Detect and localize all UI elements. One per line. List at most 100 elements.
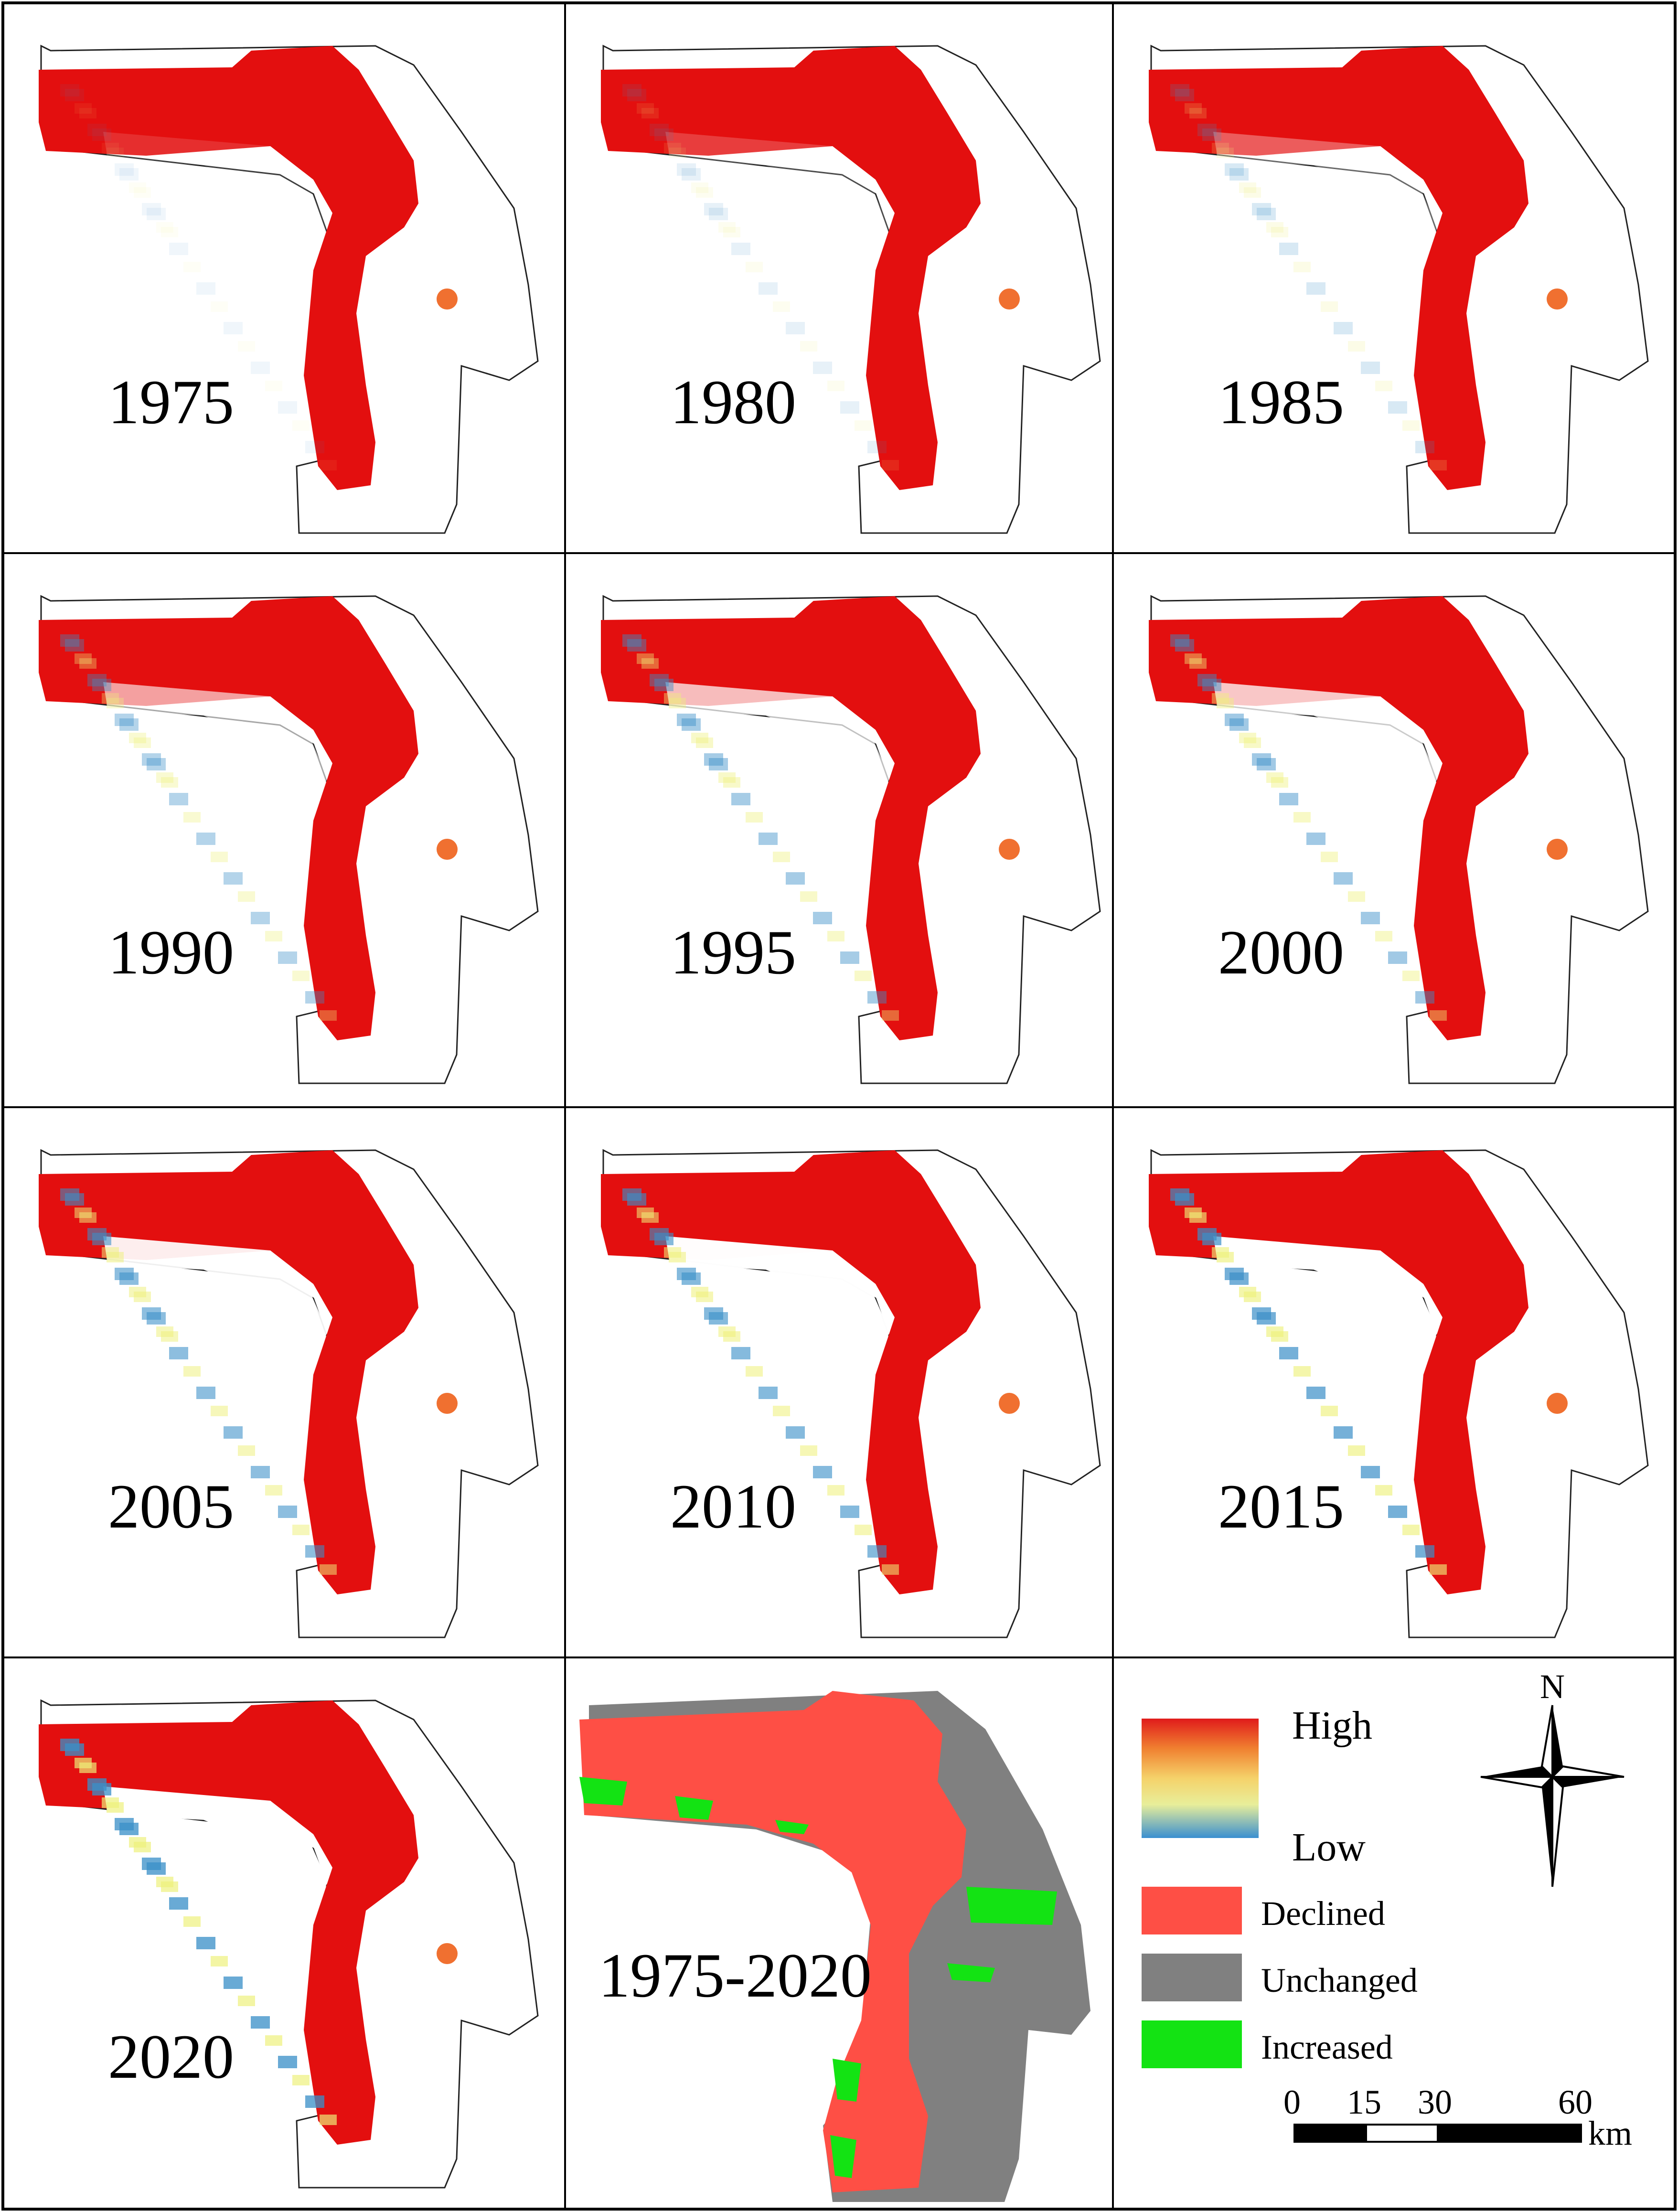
- orange-intensity-patch: [437, 839, 458, 860]
- medium-intensity-patch: [1375, 1485, 1392, 1496]
- legend-high-label: High: [1292, 1703, 1372, 1748]
- medium-intensity-patch: [161, 777, 178, 788]
- medium-intensity-patch: [664, 143, 681, 153]
- cleared-area: [103, 1236, 328, 1599]
- low-intensity-patch: [1257, 758, 1276, 770]
- low-intensity-patch: [759, 833, 778, 845]
- low-intensity-patch: [731, 793, 750, 805]
- medium-intensity-patch: [827, 1485, 844, 1496]
- medium-intensity-patch: [1348, 341, 1365, 352]
- low-intensity-patch: [196, 282, 215, 295]
- medium-intensity-patch: [107, 148, 124, 158]
- low-intensity-patch: [119, 1272, 139, 1285]
- low-intensity-patch: [1257, 1312, 1276, 1325]
- low-intensity-patch: [1229, 718, 1249, 731]
- medium-intensity-patch: [292, 2075, 310, 2085]
- legend-unchanged-label: Unchanged: [1261, 1961, 1418, 1999]
- scale-segment-3: [1437, 2124, 1582, 2143]
- low-intensity-patch: [1334, 1426, 1353, 1439]
- low-intensity-patch: [1279, 243, 1298, 255]
- low-intensity-patch: [305, 2095, 324, 2108]
- low-intensity-patch: [654, 679, 673, 691]
- low-intensity-patch: [278, 401, 297, 414]
- medium-intensity-patch: [1321, 852, 1338, 862]
- cleared-area: [1213, 682, 1438, 1045]
- medium-intensity-patch: [129, 733, 146, 743]
- low-intensity-patch: [786, 1426, 805, 1439]
- low-intensity-patch: [196, 833, 215, 845]
- low-intensity-patch: [147, 208, 166, 220]
- low-intensity-patch: [278, 951, 297, 964]
- medium-intensity-patch: [1212, 143, 1229, 153]
- low-intensity-patch: [682, 168, 701, 181]
- low-intensity-patch: [867, 1545, 887, 1558]
- medium-intensity-patch: [855, 1525, 872, 1535]
- low-intensity-patch: [627, 89, 646, 101]
- scale-tick-30: 30: [1418, 2083, 1452, 2121]
- low-intensity-patch: [654, 1233, 673, 1245]
- medium-intensity-patch: [134, 1292, 151, 1302]
- medium-intensity-patch: [1402, 1525, 1420, 1535]
- medium-intensity-patch: [882, 1564, 899, 1575]
- medium-intensity-patch: [79, 1763, 96, 1773]
- increased-patch: [947, 1963, 995, 1982]
- orange-intensity-patch: [999, 839, 1020, 860]
- medium-intensity-patch: [320, 2115, 337, 2125]
- medium-intensity-patch: [696, 737, 713, 748]
- low-intensity-patch: [1415, 991, 1434, 1004]
- medium-intensity-patch: [1244, 187, 1261, 198]
- legend-swatch-declined: [1142, 1887, 1242, 1934]
- low-intensity-patch: [65, 89, 84, 101]
- high-intensity-area: [601, 1150, 981, 1594]
- increased-patch: [966, 1887, 1057, 1925]
- map-panel-1990: 1990: [39, 595, 539, 1084]
- cleared-area: [103, 132, 328, 495]
- low-intensity-patch: [1279, 1347, 1298, 1359]
- medium-intensity-patch: [265, 931, 282, 941]
- medium-intensity-patch: [211, 1406, 228, 1416]
- low-intensity-patch: [731, 243, 750, 255]
- medium-intensity-patch: [1217, 698, 1234, 708]
- medium-intensity-patch: [1293, 812, 1311, 823]
- low-intensity-patch: [60, 634, 79, 647]
- medium-intensity-patch: [1375, 931, 1392, 941]
- high-intensity-area: [1149, 1150, 1528, 1594]
- medium-intensity-patch: [641, 1212, 659, 1223]
- medium-intensity-patch: [1189, 1212, 1207, 1223]
- low-intensity-patch: [224, 322, 243, 334]
- low-intensity-patch: [1225, 163, 1244, 176]
- medium-intensity-patch: [211, 301, 228, 312]
- medium-intensity-patch: [79, 1212, 96, 1223]
- low-intensity-patch: [1415, 441, 1434, 453]
- low-intensity-patch: [251, 2016, 270, 2029]
- high-intensity-area: [39, 1700, 418, 2145]
- medium-intensity-patch: [238, 1996, 255, 2006]
- high-intensity-area: [1149, 46, 1528, 490]
- medium-intensity-patch: [156, 772, 173, 783]
- medium-intensity-patch: [773, 301, 790, 312]
- medium-intensity-patch: [718, 772, 736, 783]
- orange-intensity-patch: [1547, 1393, 1568, 1414]
- medium-intensity-patch: [156, 222, 173, 233]
- medium-intensity-patch: [827, 381, 844, 391]
- increased-patch: [675, 1796, 713, 1820]
- map-panel-1975: 1975: [39, 44, 539, 534]
- scale-bar: 0 15 30 60 km: [1283, 2083, 1632, 2152]
- increased-patch: [579, 1777, 627, 1806]
- low-intensity-patch: [1202, 679, 1221, 691]
- map-panel-2020: 2020: [39, 1699, 539, 2189]
- high-intensity-area: [39, 46, 418, 490]
- cleared-area: [1213, 1236, 1438, 1599]
- low-intensity-patch: [115, 714, 134, 726]
- medium-intensity-patch: [1375, 381, 1392, 391]
- medium-intensity-patch: [161, 227, 178, 237]
- medium-intensity-patch: [107, 1802, 124, 1813]
- medium-intensity-patch: [107, 698, 124, 708]
- low-intensity-patch: [169, 243, 188, 255]
- scale-tick-60: 60: [1558, 2083, 1592, 2121]
- low-intensity-patch: [119, 168, 139, 181]
- medium-intensity-patch: [855, 971, 872, 981]
- low-intensity-patch: [60, 84, 79, 96]
- low-intensity-patch: [1175, 89, 1194, 101]
